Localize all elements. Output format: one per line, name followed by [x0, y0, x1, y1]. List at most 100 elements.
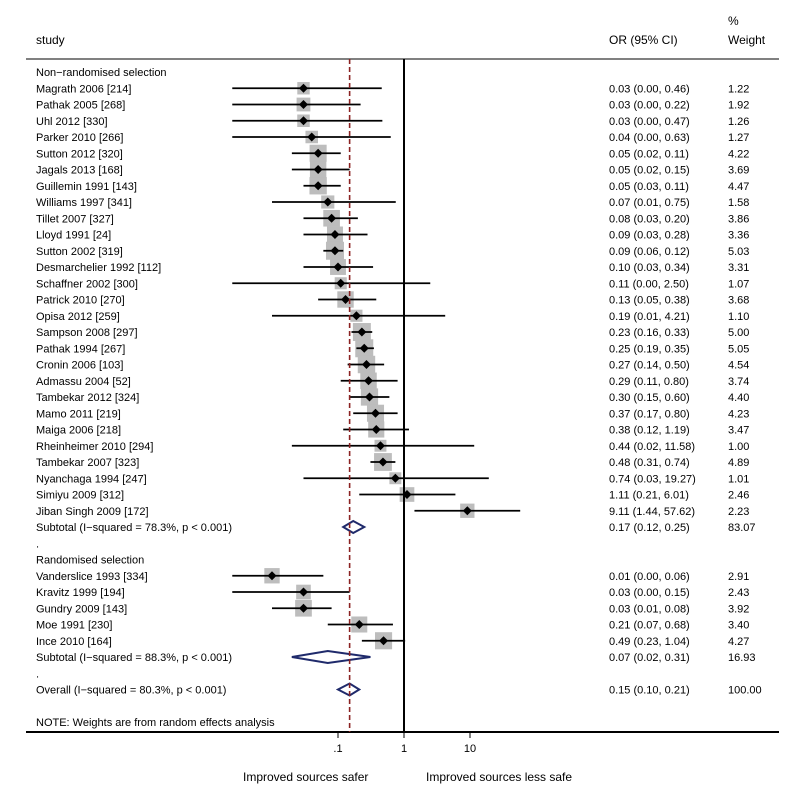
or-column-header: OR (95% CI) — [609, 33, 678, 47]
or-ci-value: 0.08 (0.03, 0.20) — [609, 213, 690, 225]
forest-row-study: Pathak 2005 [268] 0.03 (0.00, 0.22) 1.92 — [36, 97, 749, 112]
study-label: Moe 1991 [230] — [36, 620, 112, 632]
subtotal-diamond — [291, 649, 371, 665]
study-label: Tambekar 2012 [324] — [36, 392, 139, 404]
or-ci-value: 0.29 (0.11, 0.80) — [609, 376, 689, 388]
weight-value: 4.47 — [728, 181, 749, 193]
or-ci-value: 0.03 (0.01, 0.08) — [609, 603, 690, 615]
forest-row-study: Tambekar 2012 [324] 0.30 (0.15, 0.60) 4.40 — [36, 388, 749, 406]
study-label: Cronin 2006 [103] — [36, 360, 123, 372]
forest-row-group: Non−randomised selection — [36, 67, 167, 79]
point-estimate — [378, 457, 388, 467]
point-estimate — [330, 246, 340, 256]
forest-row-study: Opisa 2012 [259] 0.19 (0.01, 4.21) 1.10 — [36, 309, 749, 323]
or-ci-value: 0.15 (0.10, 0.21) — [609, 685, 690, 697]
forest-row-study: Gundry 2009 [143] 0.03 (0.01, 0.08) 3.92 — [36, 599, 749, 617]
weight-value: 4.23 — [728, 408, 749, 420]
forest-row-study: Jagals 2013 [168] 0.05 (0.02, 0.15) 3.69 — [36, 161, 749, 178]
forest-row-study: Jiban Singh 2009 [172] 9.11 (1.44, 57.62)… — [36, 503, 749, 518]
x-tick-label: 1 — [401, 743, 407, 755]
or-ci-value: 0.04 (0.00, 0.63) — [609, 132, 690, 144]
forest-row-study: Sutton 2012 [320] 0.05 (0.02, 0.11) 4.22 — [36, 144, 749, 162]
weight-value: 4.54 — [728, 360, 749, 372]
study-label: Jagals 2013 [168] — [36, 165, 123, 177]
or-ci-value: 0.44 (0.02, 11.58) — [609, 441, 695, 453]
weight-value: 2.46 — [728, 490, 749, 502]
or-ci-value: 0.74 (0.03, 19.27) — [609, 473, 696, 485]
weight-value: 3.86 — [728, 213, 749, 225]
forest-row-study: Williams 1997 [341] 0.07 (0.01, 0.75) 1.58 — [36, 195, 749, 209]
point-estimate — [323, 197, 333, 207]
forest-row-study: Ince 2010 [164] 0.49 (0.23, 1.04) 4.27 — [36, 632, 749, 650]
or-ci-value: 0.23 (0.16, 0.33) — [609, 327, 690, 339]
or-ci-value: 0.05 (0.03, 0.11) — [609, 181, 689, 193]
forest-row-study: Vanderslice 1993 [334] 0.01 (0.00, 0.06) 2… — [36, 568, 749, 584]
or-ci-value: 0.01 (0.00, 0.06) — [609, 571, 690, 583]
study-label: Rheinheimer 2010 [294] — [36, 441, 153, 453]
point-estimate — [364, 376, 374, 386]
study-label: Desmarchelier 1992 [112] — [36, 262, 161, 274]
weight-value: 3.31 — [728, 262, 749, 274]
or-ci-value: 0.17 (0.12, 0.25) — [609, 522, 690, 534]
group-label: Randomised selection — [36, 555, 144, 567]
weight-value: 3.92 — [728, 603, 749, 615]
or-ci-value: 0.30 (0.15, 0.60) — [609, 392, 690, 404]
or-ci-value: 0.10 (0.03, 0.34) — [609, 262, 690, 274]
point-estimate — [390, 473, 400, 483]
point-estimate — [375, 441, 385, 451]
weight-value: 1.00 — [728, 441, 749, 453]
weight-value: 3.74 — [728, 376, 749, 388]
x-tick-label: .1 — [333, 743, 342, 755]
weight-value: 1.58 — [728, 197, 749, 209]
spacer-label: . — [36, 538, 39, 550]
weight-value: 5.05 — [728, 343, 749, 355]
or-ci-value: 1.11 (0.21, 6.01) — [609, 490, 689, 502]
weight-header-percent: % — [728, 14, 739, 28]
weight-value: 3.47 — [728, 425, 749, 437]
x-tick-label: 10 — [464, 743, 476, 755]
forest-row-study: Guillemin 1991 [143] 0.05 (0.03, 0.11) 4.4… — [36, 177, 749, 195]
or-ci-value: 0.07 (0.01, 0.75) — [609, 197, 690, 209]
study-label: Mamo 2011 [219] — [36, 408, 121, 420]
weight-value: 4.27 — [728, 636, 749, 648]
study-label: Pathak 2005 [268] — [36, 100, 125, 112]
or-ci-value: 0.49 (0.23, 1.04) — [609, 636, 690, 648]
point-estimate — [361, 360, 371, 369]
study-label: Guillemin 1991 [143] — [36, 181, 137, 193]
or-ci-value: 0.05 (0.02, 0.15) — [609, 165, 690, 177]
forest-row-dot: . — [36, 538, 39, 550]
point-estimate — [336, 278, 346, 288]
study-label: Pathak 1994 [267] — [36, 343, 125, 355]
or-ci-value: 0.03 (0.00, 0.15) — [609, 587, 690, 599]
point-estimate — [307, 132, 317, 142]
study-label: Opisa 2012 [259] — [36, 311, 120, 323]
study-label: Sutton 2012 [320] — [36, 148, 123, 160]
weight-value: 2.23 — [728, 506, 749, 518]
weight-value: 1.07 — [728, 278, 749, 290]
point-estimate — [333, 262, 343, 272]
forest-row-study: Patrick 2010 [270] 0.13 (0.05, 0.38) 3.68 — [36, 291, 749, 308]
or-ci-value: 0.25 (0.19, 0.35) — [609, 343, 690, 355]
or-ci-value: 0.03 (0.00, 0.47) — [609, 116, 690, 128]
forest-row-study: Tillet 2007 [327] 0.08 (0.03, 0.20) 3.86 — [36, 209, 749, 227]
or-ci-value: 0.38 (0.12, 1.19) — [609, 425, 690, 437]
forest-row-study: Rheinheimer 2010 [294] 0.44 (0.02, 11.58)… — [36, 439, 749, 453]
point-estimate — [341, 295, 351, 304]
or-ci-value: 9.11 (1.44, 57.62) — [609, 506, 695, 518]
subtotal-label: Subtotal (I−squared = 88.3%, p < 0.001) — [36, 652, 232, 664]
study-label: Schaffner 2002 [300] — [36, 278, 138, 290]
study-label: Kravitz 1999 [194] — [36, 587, 125, 599]
weight-value: 83.07 — [728, 522, 756, 534]
forest-row-study: Magrath 2006 [214] 0.03 (0.00, 0.46) 1.22 — [36, 82, 749, 95]
weight-value: 100.00 — [728, 685, 762, 697]
weight-value: 2.91 — [728, 571, 749, 583]
point-estimate — [267, 571, 277, 581]
forest-row-study: Sutton 2002 [319] 0.09 (0.06, 0.12) 5.03 — [36, 241, 749, 260]
study-label: Vanderslice 1993 [334] — [36, 571, 148, 583]
study-label: Tambekar 2007 [323] — [36, 457, 139, 469]
point-estimate — [330, 230, 340, 239]
weight-column-header: Weight — [728, 33, 766, 47]
study-label: Nyanchaga 1994 [247] — [36, 473, 147, 485]
or-ci-value: 0.19 (0.01, 4.21) — [609, 311, 690, 323]
